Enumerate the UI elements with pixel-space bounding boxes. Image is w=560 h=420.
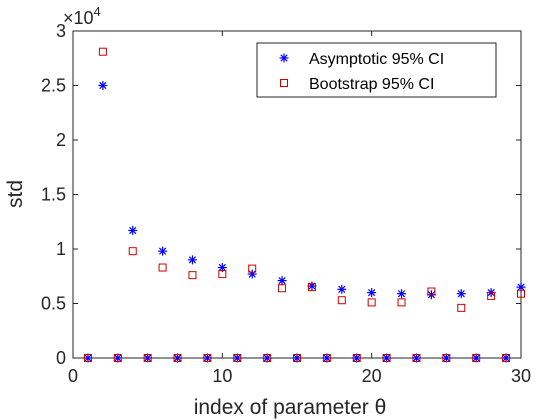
bootstrap-point bbox=[517, 289, 525, 298]
y-tick-label: 2 bbox=[56, 130, 66, 150]
series-layer bbox=[83, 47, 526, 363]
asymptotic-point bbox=[397, 289, 407, 299]
bootstrap-point bbox=[263, 354, 272, 362]
marker-stroke bbox=[442, 354, 450, 362]
y-axis-label: std bbox=[4, 180, 27, 208]
bootstrap-point bbox=[412, 354, 421, 362]
legend-marker-bootstrap bbox=[280, 79, 288, 87]
bootstrap-point bbox=[487, 291, 496, 300]
x-tick-label: 10 bbox=[212, 366, 232, 386]
marker-stroke bbox=[129, 226, 137, 235]
marker-stroke bbox=[502, 354, 510, 362]
bootstrap-point bbox=[158, 263, 167, 272]
bootstrap-point bbox=[83, 354, 92, 362]
x-tick-label: 20 bbox=[362, 366, 382, 386]
x-tick-label: 30 bbox=[511, 366, 531, 386]
series-bootstrap bbox=[83, 47, 525, 362]
y-tick-label: 0 bbox=[56, 348, 66, 368]
x-axis-label: index of parameter θ bbox=[194, 396, 387, 419]
asymptotic-point bbox=[456, 289, 466, 299]
bootstrap-point bbox=[472, 354, 481, 362]
asymptotic-point bbox=[187, 255, 197, 265]
marker-stroke bbox=[99, 81, 107, 90]
marker-stroke bbox=[233, 354, 241, 362]
y-tick-label: 0.5 bbox=[41, 294, 66, 314]
y-exponent-label: ×104 bbox=[63, 4, 101, 28]
bootstrap-point bbox=[502, 354, 511, 362]
y-tick-label: 2.5 bbox=[41, 76, 66, 96]
bootstrap-point bbox=[293, 354, 301, 362]
asymptotic-point bbox=[98, 81, 108, 90]
asymptotic-point bbox=[337, 284, 347, 294]
y-tick-group: 0 0.5 1 1.5 2 2.5 3 bbox=[41, 21, 521, 368]
bootstrap-point bbox=[442, 354, 451, 362]
marker-stroke bbox=[144, 354, 152, 362]
marker-stroke bbox=[412, 354, 421, 362]
bootstrap-point bbox=[233, 354, 242, 362]
bootstrap-point bbox=[188, 271, 197, 280]
legend-box bbox=[256, 42, 497, 98]
bootstrap-point bbox=[98, 47, 107, 56]
x-tick-label: 0 bbox=[68, 366, 78, 386]
asymptotic-point bbox=[277, 276, 287, 286]
bootstrap-point bbox=[397, 298, 406, 307]
marker-stroke bbox=[472, 354, 480, 362]
y-exponent-base: ×10 bbox=[63, 8, 94, 28]
legend: Asymptotic 95% CI Bootstrap 95% CI bbox=[256, 42, 497, 98]
legend-label-bootstrap: Bootstrap 95% CI bbox=[309, 76, 434, 93]
bootstrap-point bbox=[218, 270, 227, 279]
marker-stroke bbox=[517, 283, 525, 291]
marker-stroke bbox=[263, 354, 271, 362]
marker-stroke bbox=[114, 354, 122, 362]
bootstrap-point bbox=[113, 354, 122, 362]
bootstrap-point bbox=[248, 264, 257, 273]
bootstrap-point bbox=[128, 247, 137, 256]
y-tick-label: 1.5 bbox=[41, 185, 66, 205]
asymptotic-point bbox=[128, 225, 138, 235]
marker-stroke bbox=[84, 354, 92, 362]
y-tick-label: 3 bbox=[56, 21, 66, 41]
marker-stroke bbox=[280, 54, 288, 62]
y-tick-label: 1 bbox=[56, 239, 66, 259]
y-exponent-power: 4 bbox=[94, 4, 101, 19]
bootstrap-point bbox=[322, 354, 331, 362]
marker-stroke bbox=[293, 354, 301, 362]
marker-stroke bbox=[338, 285, 346, 293]
asymptotic-point bbox=[158, 246, 168, 256]
marker-stroke bbox=[382, 354, 391, 362]
bootstrap-point bbox=[457, 303, 466, 312]
marker-stroke bbox=[188, 256, 197, 264]
marker-stroke bbox=[203, 354, 212, 362]
marker-stroke bbox=[158, 247, 167, 255]
bootstrap-point bbox=[337, 296, 346, 305]
marker-stroke bbox=[397, 290, 406, 298]
bootstrap-point bbox=[203, 354, 212, 362]
asymptotic-point bbox=[367, 288, 377, 298]
marker-stroke bbox=[457, 290, 465, 298]
marker-stroke bbox=[323, 354, 331, 362]
bootstrap-point bbox=[143, 354, 152, 362]
marker-stroke bbox=[368, 288, 376, 297]
bootstrap-point bbox=[367, 298, 376, 307]
legend-square-marker bbox=[280, 79, 288, 87]
marker-stroke bbox=[353, 354, 361, 362]
bootstrap-point bbox=[427, 287, 436, 296]
legend-marker-asymptotic bbox=[279, 53, 289, 63]
bootstrap-point bbox=[278, 284, 287, 293]
marker-stroke bbox=[218, 263, 226, 272]
marker-stroke bbox=[278, 276, 286, 285]
x-tick-group: 0 10 20 30 bbox=[68, 31, 531, 386]
bootstrap-point bbox=[352, 354, 361, 362]
legend-asterisk-marker bbox=[279, 53, 289, 63]
marker-stroke bbox=[173, 354, 182, 362]
bootstrap-point bbox=[307, 283, 316, 292]
bootstrap-point bbox=[173, 354, 182, 362]
legend-label-asymptotic: Asymptotic 95% CI bbox=[309, 51, 444, 68]
bootstrap-point bbox=[382, 354, 391, 362]
